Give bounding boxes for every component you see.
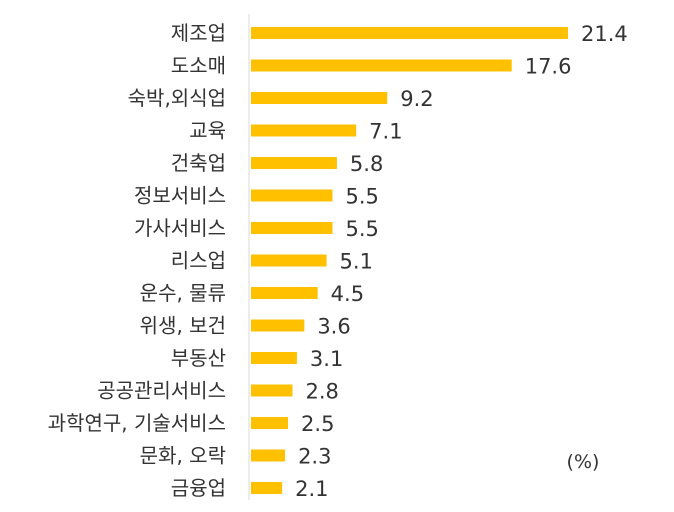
value-label: 3.6 [317,315,350,339]
value-label: 5.1 [340,250,373,274]
bar [251,417,289,429]
category-label: 부동산 [171,346,226,370]
category-label: 리스업 [171,249,226,273]
bars-group: 제조업 21.4 도소매 17.6 숙박,외식업 9.2 교육 7.1 건축업 5.8 정보서비스 5… [48,21,628,501]
bar [251,287,318,299]
category-label: 위생, 보건 [140,314,226,338]
value-label: 17.6 [525,55,572,79]
category-label: 문화, 오락 [140,444,226,468]
category-label: 숙박,외식업 [128,86,226,110]
category-label: 건축업 [171,151,226,175]
value-label: 3.1 [310,347,343,371]
value-label: 21.4 [581,22,628,46]
value-label: 7.1 [369,120,402,144]
bar [251,157,337,169]
category-label: 제조업 [171,21,226,45]
category-label: 운수, 물류 [140,281,226,305]
bar [251,319,305,332]
value-label: 5.5 [345,217,378,241]
bar [251,384,293,397]
value-label: 2.3 [298,445,331,469]
bar [251,449,286,462]
bar [251,92,388,104]
bar [251,352,297,364]
unit-label: (%) [567,451,600,473]
bar [251,59,512,72]
category-label: 과학연구, 기술서비스 [48,411,226,435]
value-label: 5.8 [350,152,383,176]
value-label: 5.5 [345,185,378,209]
value-label: 4.5 [331,282,364,306]
bar [251,189,333,202]
category-label: 금융업 [171,476,226,500]
value-label: 9.2 [400,87,433,111]
bar [251,254,327,267]
value-label: 2.5 [301,412,334,436]
bar [251,222,333,234]
category-label: 가사서비스 [134,216,226,240]
bar [251,124,357,137]
value-label: 2.1 [295,477,328,501]
category-label: 정보서비스 [134,184,226,208]
category-label: 교육 [189,119,226,143]
category-label: 공공관리서비스 [97,379,226,403]
bar [251,27,568,39]
value-label: 2.8 [305,380,338,404]
category-label: 도소매 [171,54,226,78]
bar [251,482,283,494]
